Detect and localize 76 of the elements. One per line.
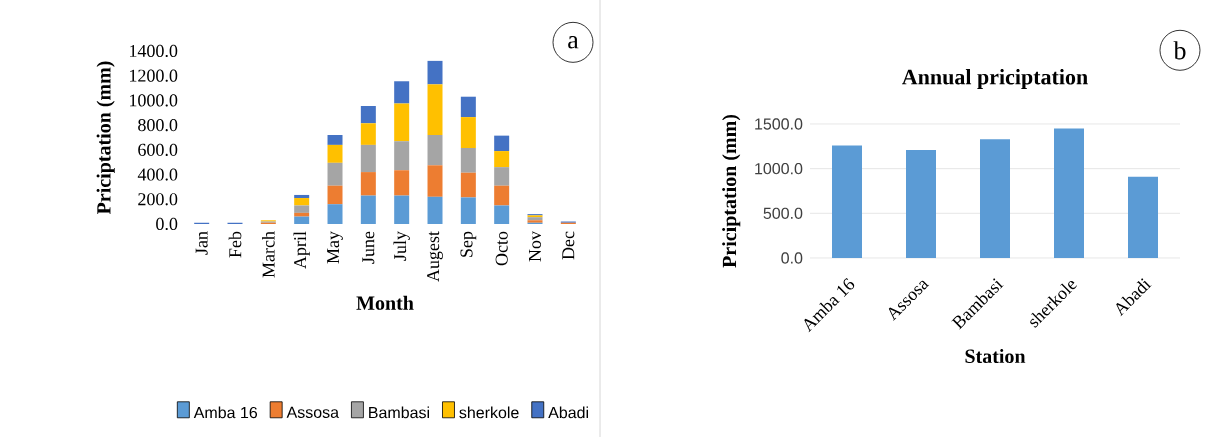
bar — [494, 167, 510, 186]
legend-label: Assosa — [286, 406, 340, 418]
x-tick-label: March — [262, 231, 275, 278]
legend-label: Abadi — [548, 406, 588, 419]
bar — [980, 139, 1010, 258]
bar — [427, 84, 443, 136]
bar — [394, 81, 410, 104]
y-axis-title: Priciptation (mm) — [722, 114, 741, 268]
bar — [494, 185, 510, 206]
bar — [906, 149, 936, 258]
bar — [294, 198, 310, 206]
bar — [460, 96, 476, 118]
legend-label: Amba 16 — [193, 406, 258, 419]
y-tick-label: 1400.0 — [130, 44, 178, 58]
bar — [294, 205, 310, 213]
bar — [360, 105, 376, 124]
bar — [394, 141, 410, 171]
y-tick-label: 1000.0 — [130, 94, 178, 107]
text: a — [568, 36, 579, 49]
y-tick-label: 0.0 — [781, 252, 803, 264]
x-tick-label: July — [393, 231, 410, 261]
bar — [494, 205, 510, 224]
x-axis-title: Month — [356, 295, 414, 310]
bar — [460, 117, 476, 148]
bar — [360, 123, 376, 145]
x-tick-label: Sep — [460, 231, 477, 257]
bar — [360, 195, 376, 224]
x-tick-label: Augest — [427, 231, 443, 282]
bar — [327, 162, 343, 186]
x-tick-label: Nov — [529, 231, 541, 262]
bar — [327, 185, 343, 205]
legend-label: Bambasi — [369, 406, 429, 419]
bar — [394, 170, 410, 196]
bar — [427, 196, 443, 224]
chart-title: Annual priciptation — [902, 68, 1088, 89]
bar — [460, 197, 476, 224]
bar — [494, 151, 510, 168]
bar — [460, 172, 476, 198]
x-tick-label: June — [362, 231, 375, 264]
y-axis-title: Priciptation (mm) — [96, 61, 115, 215]
x-tick-label: Jan — [195, 231, 208, 255]
bar — [327, 135, 343, 145]
bar — [327, 204, 343, 224]
bar — [294, 212, 310, 217]
x-tick-label: Feb — [228, 231, 242, 258]
y-tick-label: 400.0 — [137, 168, 178, 181]
y-tick-label: 800.0 — [138, 119, 178, 132]
y-tick-label: 1500.0 — [755, 118, 803, 130]
bar — [460, 147, 476, 173]
bar — [294, 216, 310, 224]
legend-label: sherkole — [459, 406, 519, 419]
x-tick-label: Octo — [495, 231, 508, 266]
y-tick-label: 0.0 — [156, 217, 178, 231]
x-axis-title: Station — [965, 348, 1026, 364]
bar — [360, 172, 376, 196]
y-tick-label: 1200.0 — [130, 69, 178, 82]
bar — [360, 144, 376, 173]
x-tick-label: Dec — [562, 231, 575, 260]
bar — [427, 165, 443, 197]
bar — [394, 103, 410, 142]
text: b — [1173, 41, 1186, 60]
bar — [427, 60, 443, 85]
bar — [327, 144, 343, 163]
bar — [427, 135, 443, 166]
bar — [1054, 128, 1084, 258]
y-tick-label: 200.0 — [138, 193, 178, 206]
x-tick-label: April — [293, 231, 310, 269]
bar — [832, 145, 863, 258]
y-tick-label: 500.0 — [763, 207, 803, 219]
y-tick-label: 600.0 — [138, 143, 178, 156]
bar — [1128, 176, 1158, 258]
x-tick-label: May — [327, 231, 343, 264]
bar — [394, 195, 410, 224]
bar — [494, 135, 510, 152]
bar — [294, 194, 310, 199]
y-tick-label: 1000.0 — [755, 162, 803, 175]
